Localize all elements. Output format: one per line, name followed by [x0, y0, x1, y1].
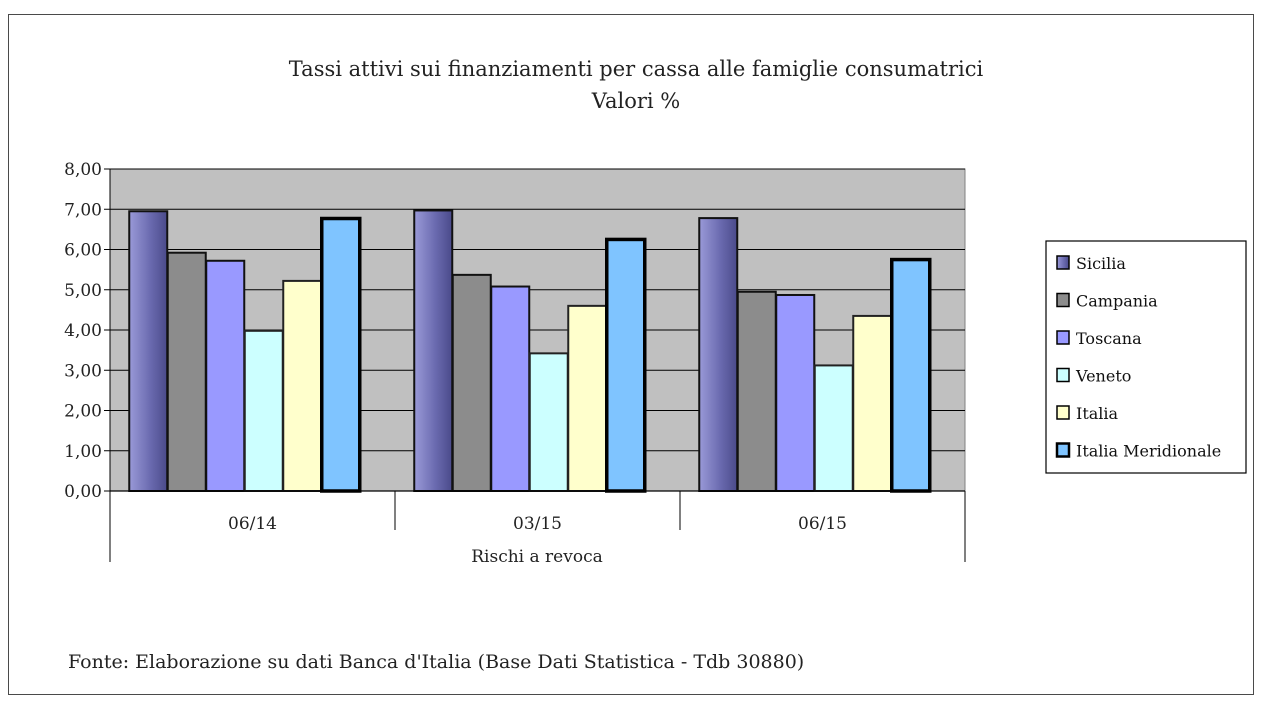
legend-label: Campania — [1076, 292, 1158, 311]
chart-subtitle: Valori % — [591, 89, 681, 113]
bar-campania-2 — [736, 290, 777, 493]
y-tick-label: 2,00 — [64, 402, 102, 422]
x-tick-label: 06/14 — [228, 514, 277, 534]
y-tick-label: 8,00 — [64, 160, 102, 180]
legend-label: Toscana — [1076, 329, 1142, 348]
y-tick-label: 4,00 — [64, 321, 102, 341]
y-tick-label: 3,00 — [64, 361, 102, 381]
legend-swatch — [1056, 255, 1070, 270]
y-tick-label: 7,00 — [64, 200, 102, 220]
bar-veneto-0 — [243, 329, 284, 492]
legend-swatch — [1056, 367, 1070, 383]
x-tick-label: 03/15 — [513, 514, 562, 534]
legend-swatch — [1056, 405, 1070, 420]
bar-italia-2 — [852, 314, 893, 492]
bar-toscana-0 — [205, 259, 246, 492]
bar-toscana-1 — [490, 285, 531, 492]
legend-label: Veneto — [1075, 367, 1131, 386]
y-tick-label: 1,00 — [64, 442, 102, 462]
bar-italia-meridionale-1 — [605, 237, 647, 493]
bar-campania-0 — [166, 251, 207, 492]
y-axis: 0,00 1,00 2,00 3,00 4,00 5,00 6,00 7,00 8,00 — [64, 160, 111, 502]
legend-label: Sicilia — [1076, 254, 1126, 273]
legend — [1045, 240, 1247, 474]
x-axis: 06/14 03/15 06/15 — [109, 490, 966, 562]
legend-swatch — [1056, 292, 1070, 308]
bar-italia-1 — [567, 304, 608, 492]
legend-label: Italia — [1076, 404, 1119, 423]
bar-veneto-1 — [528, 352, 569, 492]
chart-frame — [8, 14, 1254, 695]
chart-title: Tassi attivi sui finanziamenti per cassa… — [289, 57, 984, 81]
bar-italia-0 — [282, 279, 323, 492]
y-tick-label: 6,00 — [64, 241, 102, 261]
legend-label: Italia Meridionale — [1076, 442, 1221, 461]
bar-sicilia-2 — [698, 217, 739, 492]
bars — [128, 209, 932, 493]
legend-swatch — [1055, 442, 1071, 458]
x-tick-label: 06/15 — [798, 514, 847, 534]
source-note: Fonte: Elaborazione su dati Banca d'Ital… — [68, 651, 804, 673]
bar-veneto-2 — [813, 364, 854, 493]
bar-sicilia-0 — [128, 210, 169, 492]
legend-swatch — [1056, 330, 1070, 345]
y-tick-label: 0,00 — [64, 482, 102, 502]
bar-sicilia-1 — [413, 209, 454, 493]
bar-italia-meridionale-0 — [320, 216, 362, 493]
bar-italia-meridionale-2 — [890, 257, 932, 493]
bar-toscana-2 — [775, 293, 816, 493]
y-tick-label: 5,00 — [64, 281, 102, 301]
x-axis-label: Rischi a revoca — [471, 547, 603, 567]
bar-campania-1 — [451, 273, 492, 493]
legend-items: Sicilia Campania Toscana Veneto Italia Italia… — [1055, 254, 1221, 461]
